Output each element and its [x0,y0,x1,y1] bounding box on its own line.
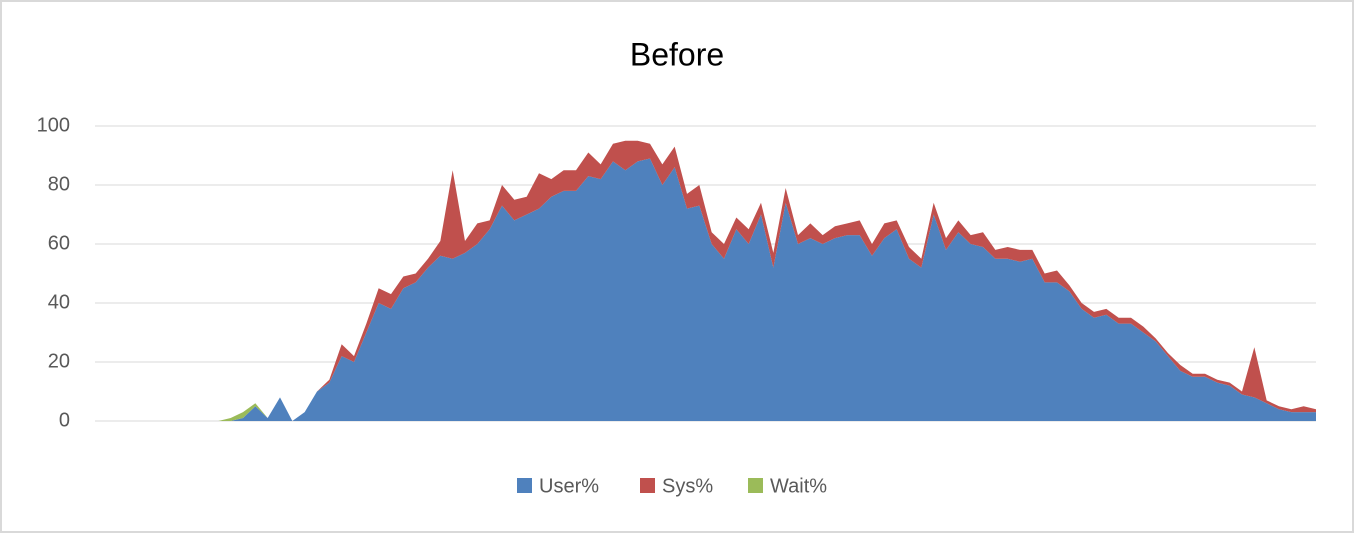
y-tick-label: 60 [48,232,70,254]
chart-title: Before [630,36,724,72]
legend-label: User% [539,475,599,497]
legend-label: Sys% [662,475,713,497]
y-tick-label: 100 [37,114,70,136]
legend-swatch [748,478,763,493]
legend-label: Wait% [770,475,827,497]
y-tick-label: 20 [48,350,70,372]
area [95,158,1316,421]
plot-area [95,140,1316,421]
legend-swatch [517,478,532,493]
y-tick-label: 0 [59,409,70,431]
y-tick-label: 80 [48,173,70,195]
legend: User% Sys% Wait% [517,475,827,497]
y-tick-label: 40 [48,291,70,313]
legend-swatch [640,478,655,493]
